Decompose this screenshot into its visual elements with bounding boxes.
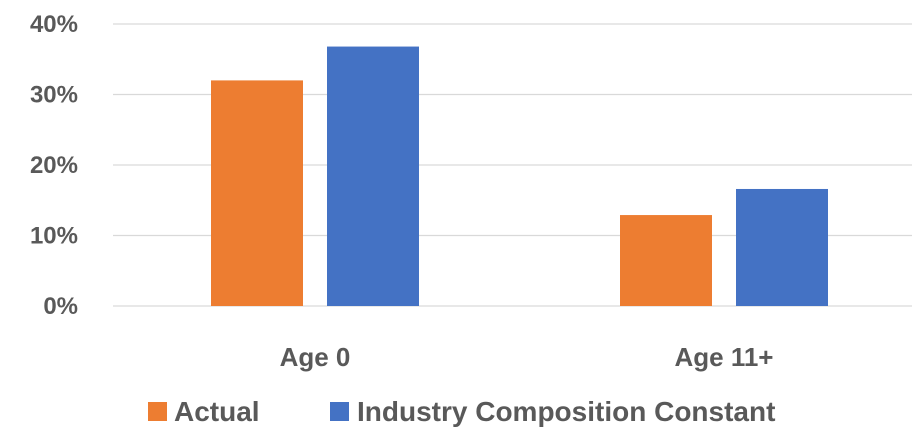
- bar-industry-composition-constant-0: [327, 46, 419, 307]
- y-tick-label: 10%: [30, 223, 78, 250]
- bars: [211, 46, 828, 307]
- legend-swatch-0: [148, 402, 167, 421]
- bar-industry-composition-constant-1: [736, 188, 828, 306]
- legend-label: Actual: [174, 396, 260, 427]
- bar-actual-1: [620, 215, 712, 306]
- x-axis: Age 0 Age 11+: [280, 342, 774, 372]
- y-tick-label: 0%: [43, 293, 78, 320]
- y-axis: 0% 10% 20% 30% 40%: [30, 11, 78, 320]
- y-tick-label: 30%: [30, 82, 78, 109]
- y-tick-label: 20%: [30, 152, 78, 179]
- legend-swatch-1: [330, 402, 349, 421]
- y-tick-label: 40%: [30, 11, 78, 38]
- legend-label: Industry Composition Constant: [357, 396, 775, 427]
- legend: Actual Industry Composition Constant: [148, 396, 775, 427]
- bar-actual-0: [211, 80, 303, 307]
- x-category-label: Age 0: [280, 342, 351, 372]
- x-category-label: Age 11+: [674, 342, 773, 372]
